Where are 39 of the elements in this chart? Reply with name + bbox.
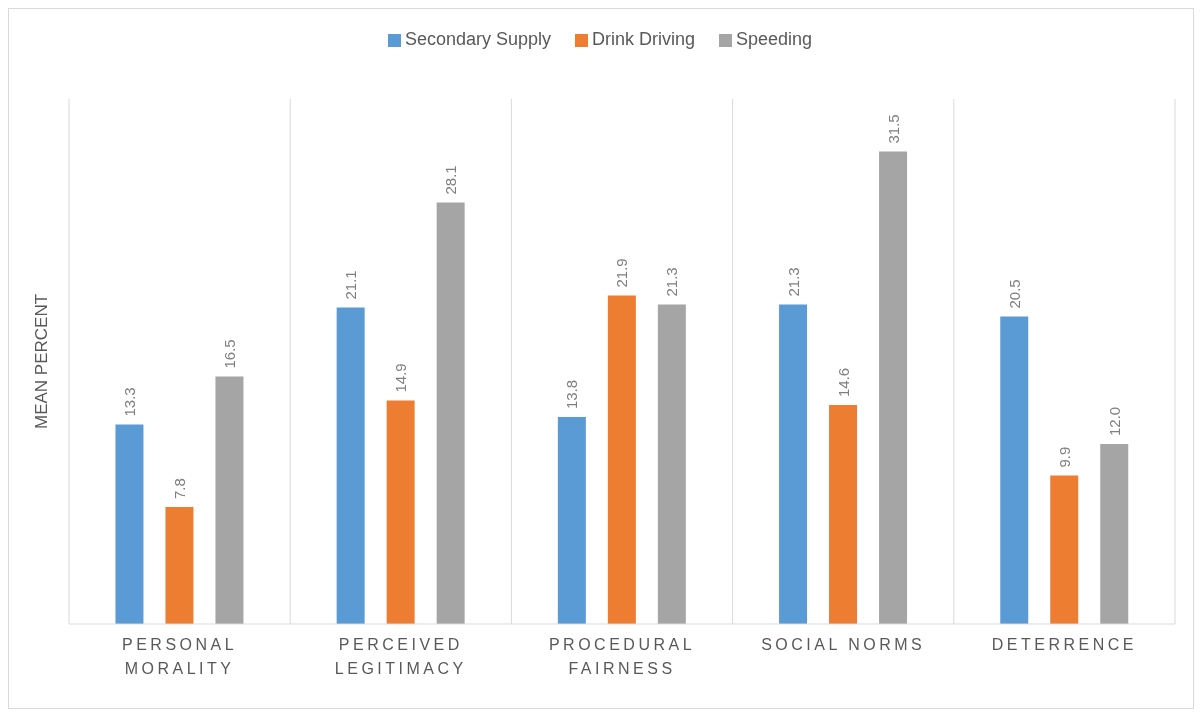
bar bbox=[386, 400, 415, 624]
x-tick-label: PROCEDURAL FAIRNESS bbox=[548, 636, 696, 677]
data-label: 14.9 bbox=[392, 363, 410, 393]
data-label: 7.8 bbox=[170, 478, 188, 499]
x-tick-label: PERCEIVED LEGITIMACY bbox=[334, 636, 467, 677]
bar bbox=[336, 307, 365, 624]
data-label: 13.8 bbox=[563, 379, 581, 409]
data-label: 28.1 bbox=[442, 165, 460, 195]
x-tick-label: SOCIAL NORMS bbox=[761, 636, 926, 653]
x-tick-label: DETERRENCE bbox=[991, 636, 1138, 653]
data-label: 16.5 bbox=[220, 339, 238, 369]
x-tick-label: PERSONAL MORALITY bbox=[122, 636, 238, 677]
data-label: 31.5 bbox=[884, 114, 902, 144]
bar bbox=[779, 304, 808, 624]
data-label: 21.3 bbox=[663, 267, 681, 297]
bar bbox=[1100, 444, 1129, 624]
bar bbox=[436, 202, 465, 624]
data-label: 20.5 bbox=[1005, 279, 1023, 309]
legend-label: Speeding bbox=[736, 29, 813, 49]
bar bbox=[657, 304, 686, 624]
y-axis-title: MEAN PERCENT bbox=[32, 293, 52, 430]
bar bbox=[215, 376, 244, 624]
bar bbox=[165, 507, 194, 624]
data-label: 9.9 bbox=[1055, 446, 1073, 468]
data-label: 21.3 bbox=[784, 267, 802, 297]
bar bbox=[1050, 475, 1079, 624]
bar bbox=[829, 405, 858, 624]
bar bbox=[607, 295, 636, 624]
data-label: 14.6 bbox=[834, 367, 852, 397]
legend-label: Drink Driving bbox=[591, 29, 696, 49]
data-label: 13.3 bbox=[120, 387, 138, 417]
bar bbox=[115, 424, 144, 624]
bar bbox=[1000, 316, 1029, 624]
legend-label: Secondary Supply bbox=[404, 29, 551, 49]
data-label: 21.1 bbox=[342, 270, 360, 300]
bar bbox=[557, 417, 586, 624]
data-label: 12.0 bbox=[1105, 406, 1123, 436]
bar bbox=[879, 151, 908, 624]
data-label: 21.9 bbox=[613, 258, 631, 288]
